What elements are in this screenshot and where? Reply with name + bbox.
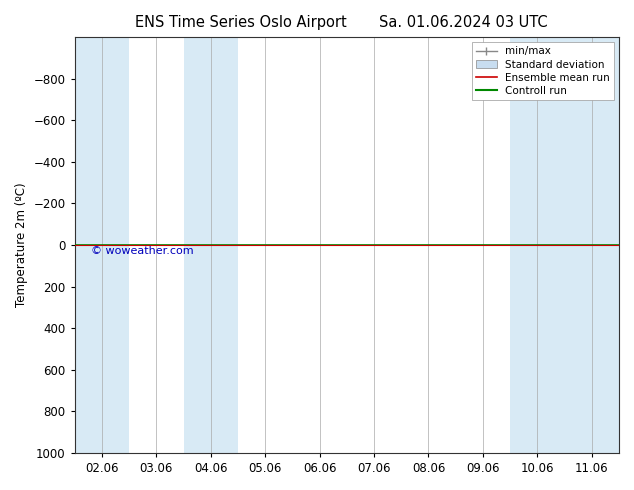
Text: Sa. 01.06.2024 03 UTC: Sa. 01.06.2024 03 UTC — [378, 15, 547, 30]
Y-axis label: Temperature 2m (ºC): Temperature 2m (ºC) — [15, 183, 28, 307]
Bar — [619, 37, 634, 453]
Legend: min/max, Standard deviation, Ensemble mean run, Controll run: min/max, Standard deviation, Ensemble me… — [472, 42, 614, 100]
Text: ENS Time Series Oslo Airport: ENS Time Series Oslo Airport — [135, 15, 347, 30]
Text: © woweather.com: © woweather.com — [91, 246, 193, 256]
Bar — [564, 37, 619, 453]
Bar — [510, 37, 564, 453]
Bar — [75, 37, 129, 453]
Bar — [184, 37, 238, 453]
